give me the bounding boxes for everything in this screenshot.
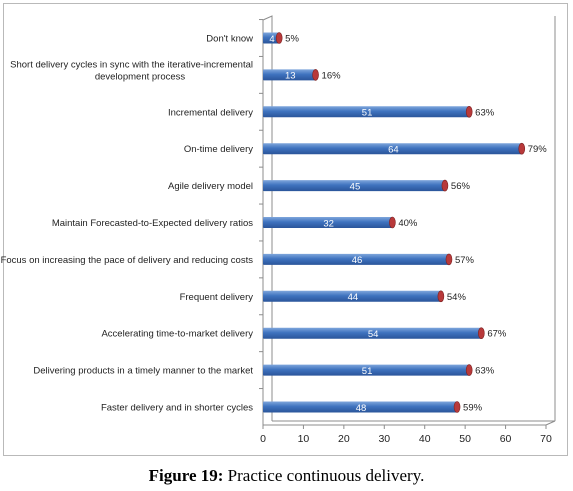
bar-end-cap	[389, 216, 396, 229]
bar	[263, 106, 470, 118]
x-tick-label: 20	[338, 433, 350, 445]
category-label: Agile delivery model	[168, 181, 253, 192]
percent-label: 16%	[322, 70, 342, 81]
category-label: Accelerating time-to-market delivery	[101, 329, 253, 340]
caption-label: Figure 19:	[148, 466, 224, 485]
x-tick-label: 30	[378, 433, 390, 445]
x-tick-label: 0	[260, 433, 266, 445]
category-label: Incremental delivery	[168, 107, 253, 118]
bar-end-cap	[275, 32, 283, 44]
x-tick-label: 70	[540, 433, 552, 445]
bar-chart: 0 10 20 30 40 50 60 70 4 5% Don't know 13 16% Short …	[1, 15, 556, 445]
bar	[263, 401, 458, 413]
category-label: Frequent delivery	[180, 292, 254, 303]
x-tick-label: 40	[419, 433, 431, 445]
bar	[263, 290, 441, 302]
bar-end-cap	[312, 69, 319, 81]
percent-label: 63%	[475, 366, 495, 377]
category-label: Focus on increasing the pace of delivery…	[1, 255, 254, 266]
bar	[263, 180, 445, 192]
bar-value-label: 32	[323, 218, 334, 229]
caption-text: Practice continuous delivery.	[223, 466, 425, 485]
bar-end-cap	[441, 179, 449, 192]
bar-end-cap	[478, 327, 485, 340]
bar-end-cap	[437, 290, 445, 303]
percent-label: 56%	[451, 181, 471, 192]
x-tick-label: 10	[298, 433, 310, 445]
bar-end-cap	[518, 142, 526, 155]
bar-end-cap	[465, 364, 473, 376]
category-label: Short delivery cycles in sync with the i…	[10, 59, 253, 70]
category-label: Faster delivery and in shorter cycles	[101, 403, 253, 414]
percent-label: 79%	[528, 144, 548, 155]
percent-label: 57%	[455, 255, 475, 266]
bar-end-cap	[453, 401, 461, 413]
bar	[263, 217, 393, 228]
x-tick-label: 50	[459, 433, 471, 445]
bar	[263, 143, 522, 155]
bar-value-label: 48	[356, 403, 367, 414]
percent-label: 5%	[285, 34, 299, 45]
category-label: development process	[95, 71, 186, 82]
percent-label: 67%	[487, 329, 507, 340]
bar-value-label: 51	[362, 108, 373, 119]
category-label: Delivering products in a timely manner t…	[33, 366, 253, 377]
bar-value-label: 51	[362, 366, 373, 377]
bar-value-label: 64	[388, 145, 399, 156]
x-tick-label: 60	[500, 433, 512, 445]
category-label: Maintain Forecasted-to-Expected delivery…	[52, 218, 253, 229]
category-label: On-time delivery	[184, 144, 253, 155]
bar-end-cap	[445, 253, 453, 266]
bar	[263, 32, 280, 44]
bar	[263, 253, 449, 265]
bar-value-label: 46	[352, 255, 363, 266]
bar-end-cap	[465, 106, 473, 118]
bar-value-label: 13	[285, 71, 296, 82]
bar-value-label: 54	[368, 329, 379, 340]
figure-caption: Figure 19: Practice continuous delivery.	[0, 466, 573, 486]
bar	[263, 327, 482, 339]
bar-value-label: 4	[269, 34, 274, 45]
bar-value-label: 45	[350, 181, 361, 192]
percent-label: 40%	[398, 218, 418, 229]
percent-label: 59%	[463, 403, 483, 414]
x-axis-floor	[263, 420, 556, 426]
percent-label: 54%	[447, 292, 467, 303]
bar	[263, 364, 470, 376]
bar	[263, 69, 316, 81]
bar-value-label: 44	[348, 292, 359, 303]
percent-label: 63%	[475, 107, 495, 118]
category-label: Don't know	[206, 34, 253, 45]
